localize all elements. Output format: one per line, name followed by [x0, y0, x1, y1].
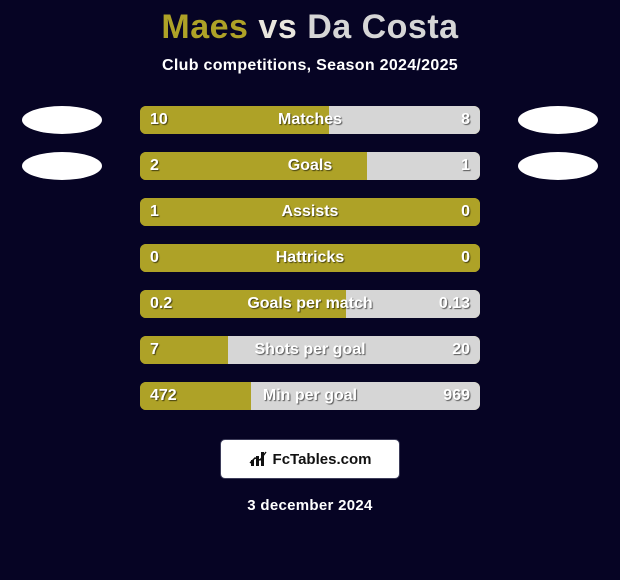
stat-bar-track — [140, 106, 480, 134]
stat-row: 108Matches — [0, 97, 620, 143]
stat-bar-track — [140, 382, 480, 410]
stat-bar-track — [140, 152, 480, 180]
comparison-subtitle: Club competitions, Season 2024/2025 — [0, 57, 620, 75]
stat-value-p1: 2 — [150, 157, 159, 175]
player2-name: Da Costa — [307, 8, 458, 46]
stat-bar-track — [140, 290, 480, 318]
attribution-text: FcTables.com — [273, 451, 372, 468]
stat-value-p2: 1 — [461, 157, 470, 175]
stat-value-p2: 0 — [461, 203, 470, 221]
attribution-badge: FcTables.com — [220, 439, 400, 479]
stat-value-p2: 0.13 — [439, 295, 470, 313]
stat-bar-p1 — [140, 198, 480, 226]
stat-bar-track — [140, 336, 480, 364]
stat-bar-p2 — [329, 106, 480, 134]
stat-value-p1: 7 — [150, 341, 159, 359]
stat-value-p2: 8 — [461, 111, 470, 129]
stat-bar-p2 — [228, 336, 480, 364]
team-badge-p2 — [518, 106, 598, 134]
chart-icon — [249, 450, 269, 468]
stat-row: 720Shots per goal — [0, 327, 620, 373]
team-badge-p1 — [22, 106, 102, 134]
stat-row: 10Assists — [0, 189, 620, 235]
stat-bar-track — [140, 244, 480, 272]
stats-container: 108Matches21Goals10Assists00Hattricks0.2… — [0, 97, 620, 419]
stat-row: 21Goals — [0, 143, 620, 189]
stat-value-p1: 10 — [150, 111, 168, 129]
stat-value-p1: 1 — [150, 203, 159, 221]
stat-bar-p1 — [140, 244, 480, 272]
stat-value-p1: 472 — [150, 387, 177, 405]
title-vs: vs — [258, 8, 297, 46]
stat-row: 00Hattricks — [0, 235, 620, 281]
team-badge-p1 — [22, 152, 102, 180]
stat-value-p1: 0 — [150, 249, 159, 267]
comparison-title: Maes vs Da Costa — [0, 0, 620, 47]
stat-row: 472969Min per goal — [0, 373, 620, 419]
stat-value-p1: 0.2 — [150, 295, 172, 313]
stat-value-p2: 969 — [443, 387, 470, 405]
stat-row: 0.20.13Goals per match — [0, 281, 620, 327]
team-badge-p2 — [518, 152, 598, 180]
stat-value-p2: 20 — [452, 341, 470, 359]
stat-value-p2: 0 — [461, 249, 470, 267]
generated-date: 3 december 2024 — [0, 497, 620, 514]
stat-bar-track — [140, 198, 480, 226]
stat-bar-p1 — [140, 152, 367, 180]
player1-name: Maes — [161, 8, 248, 46]
stat-bar-p1 — [140, 106, 329, 134]
